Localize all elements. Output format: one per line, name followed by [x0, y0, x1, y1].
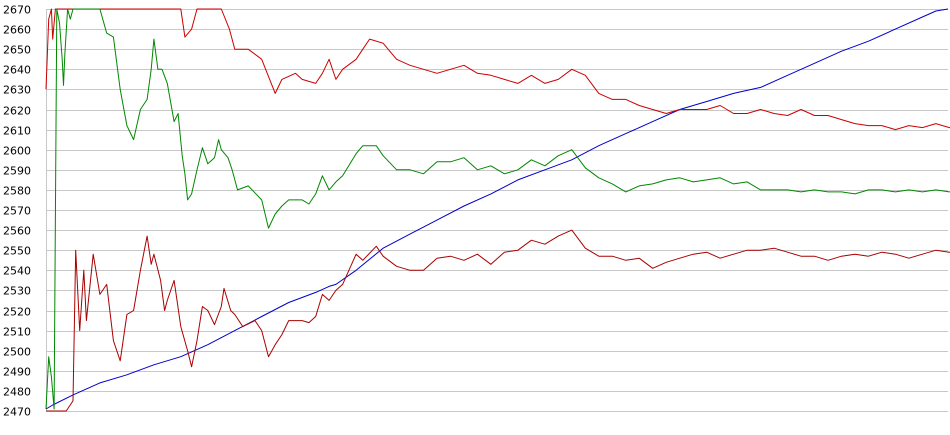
series-line-2 — [45, 8, 950, 131]
y-tick-label: 2580 — [3, 185, 31, 198]
y-tick-label: 2480 — [3, 386, 31, 399]
y-tick-label: 2590 — [3, 165, 31, 178]
y-tick-label: 2670 — [3, 4, 31, 17]
series-line-4 — [46, 229, 950, 412]
y-tick-label: 2510 — [3, 326, 31, 339]
y-tick-label: 2470 — [3, 406, 31, 419]
y-tick-label: 2540 — [3, 265, 31, 278]
series-line-3 — [45, 8, 950, 410]
y-tick-label: 2620 — [3, 105, 31, 118]
y-tick-label: 2600 — [3, 145, 31, 158]
grid-lines — [46, 9, 948, 412]
series-lines — [45, 8, 950, 412]
y-tick-label: 2650 — [3, 44, 31, 57]
y-tick-label: 2530 — [3, 285, 31, 298]
y-tick-labels: 2470 2480 2490 2500 2510 2520 2530 2540 2550 2560… — [3, 4, 31, 419]
y-tick-label: 2640 — [3, 64, 31, 77]
series-line-1 — [45, 8, 949, 410]
y-tick-label: 2550 — [3, 245, 31, 258]
y-tick-label: 2500 — [3, 346, 31, 359]
y-tick-label: 2560 — [3, 225, 31, 238]
y-tick-label: 2520 — [3, 306, 31, 319]
y-tick-label: 2490 — [3, 366, 31, 379]
y-tick-label: 2630 — [3, 84, 31, 97]
y-tick-label: 2660 — [3, 24, 31, 37]
y-tick-label: 2610 — [3, 125, 31, 138]
y-tick-label: 2570 — [3, 205, 31, 218]
